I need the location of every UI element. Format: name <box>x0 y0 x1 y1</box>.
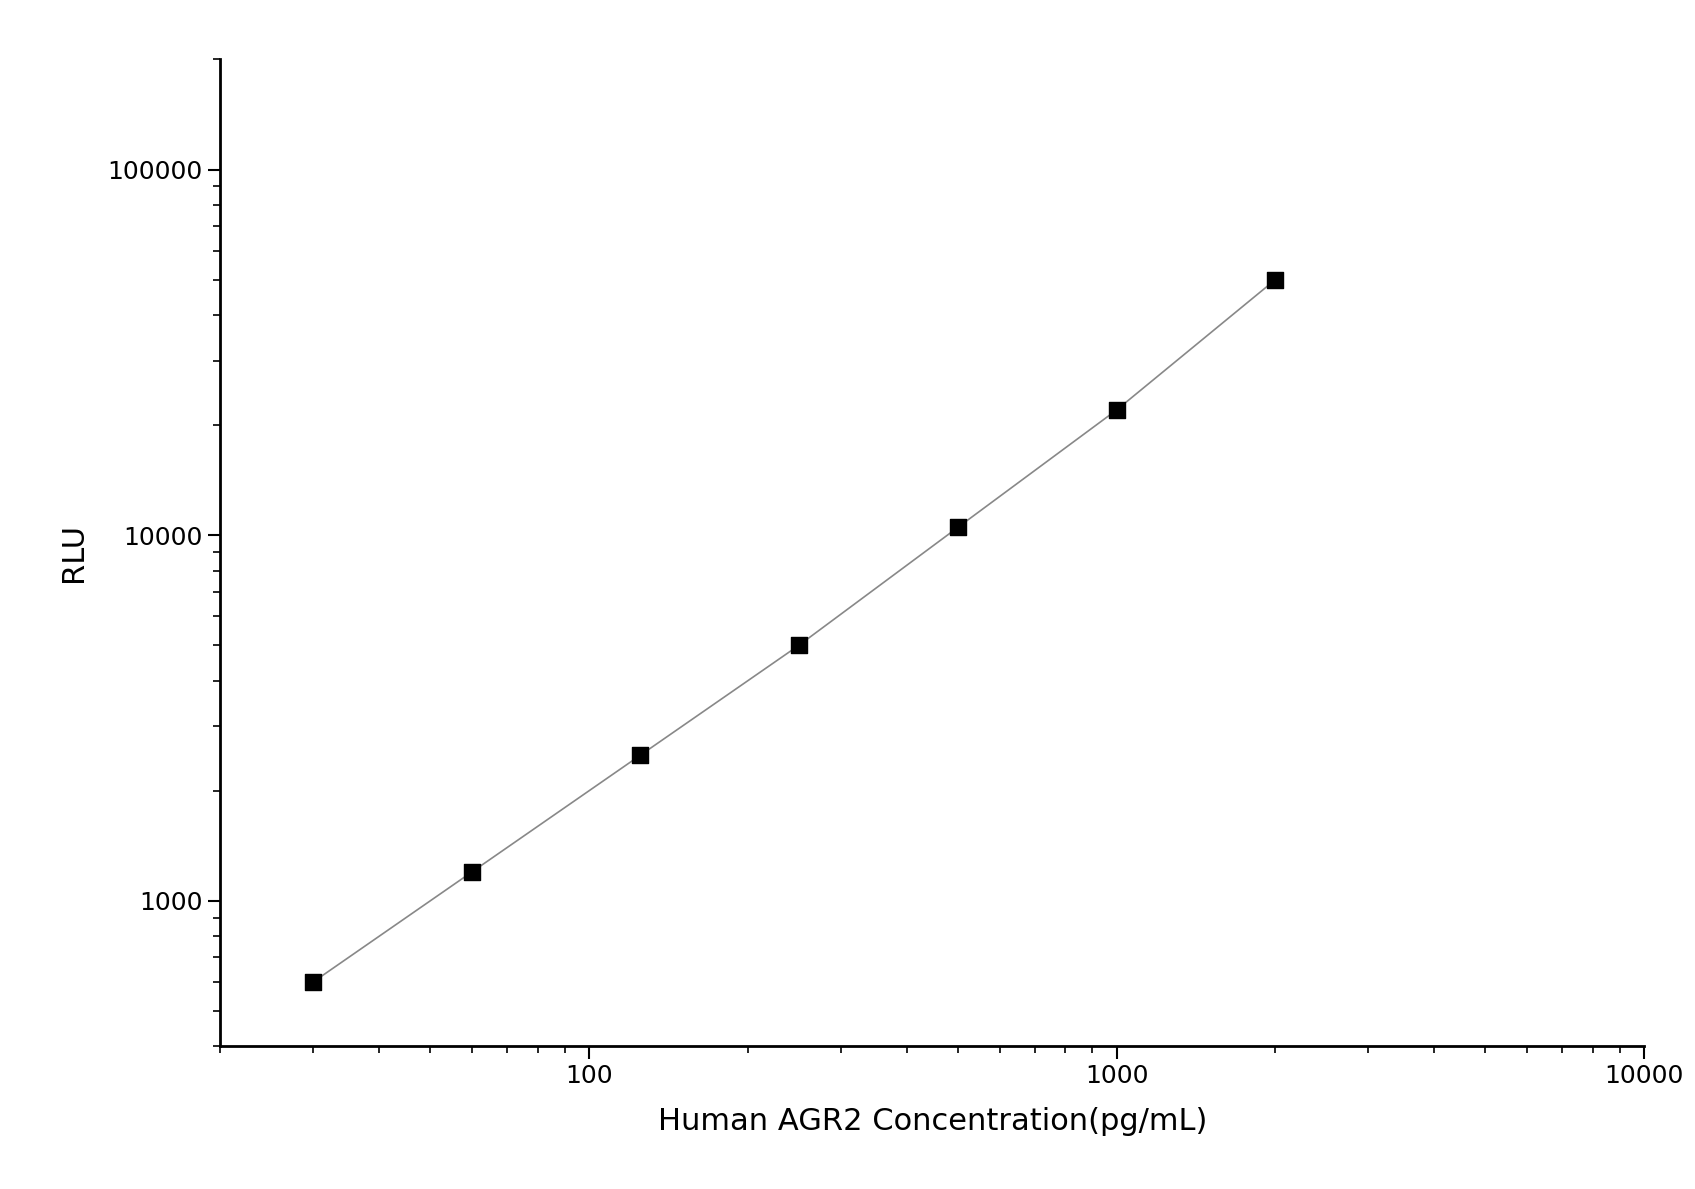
Point <box>944 518 971 537</box>
Point <box>1103 401 1131 420</box>
Point <box>785 636 812 655</box>
Point <box>300 973 327 992</box>
Y-axis label: RLU: RLU <box>59 523 88 583</box>
Point <box>458 862 485 881</box>
X-axis label: Human AGR2 Concentration(pg/mL): Human AGR2 Concentration(pg/mL) <box>658 1107 1207 1137</box>
Point <box>1261 270 1288 289</box>
Point <box>627 746 654 765</box>
